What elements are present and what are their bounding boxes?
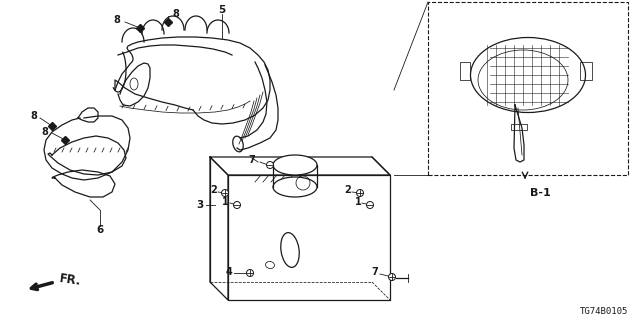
Text: 8: 8 bbox=[172, 9, 179, 19]
Text: 1: 1 bbox=[355, 197, 362, 207]
Text: 4: 4 bbox=[225, 267, 232, 277]
Circle shape bbox=[266, 162, 273, 169]
Bar bbox=[580, 62, 592, 80]
Ellipse shape bbox=[273, 155, 317, 175]
Text: 5: 5 bbox=[218, 5, 226, 15]
Ellipse shape bbox=[281, 233, 300, 268]
Circle shape bbox=[221, 189, 228, 196]
Text: 2: 2 bbox=[211, 185, 218, 195]
Bar bbox=[511, 124, 527, 130]
Bar bbox=[460, 62, 470, 80]
Ellipse shape bbox=[273, 177, 317, 197]
Text: B-1: B-1 bbox=[530, 188, 551, 198]
Circle shape bbox=[246, 269, 253, 276]
Bar bbox=[428, 2, 628, 175]
Text: 7: 7 bbox=[248, 155, 255, 165]
Text: 1: 1 bbox=[221, 197, 228, 207]
Ellipse shape bbox=[266, 261, 275, 268]
Text: 7: 7 bbox=[371, 267, 378, 277]
Text: 3: 3 bbox=[196, 200, 204, 210]
Circle shape bbox=[367, 202, 374, 209]
Text: 2: 2 bbox=[344, 185, 351, 195]
Circle shape bbox=[388, 274, 396, 281]
Circle shape bbox=[234, 202, 241, 209]
Text: TG74B0105: TG74B0105 bbox=[580, 308, 628, 316]
Text: 8: 8 bbox=[41, 127, 48, 137]
Text: 8: 8 bbox=[30, 111, 37, 121]
Text: 8: 8 bbox=[113, 15, 120, 25]
Circle shape bbox=[356, 189, 364, 196]
Text: 6: 6 bbox=[97, 225, 104, 235]
Text: FR.: FR. bbox=[58, 272, 81, 288]
